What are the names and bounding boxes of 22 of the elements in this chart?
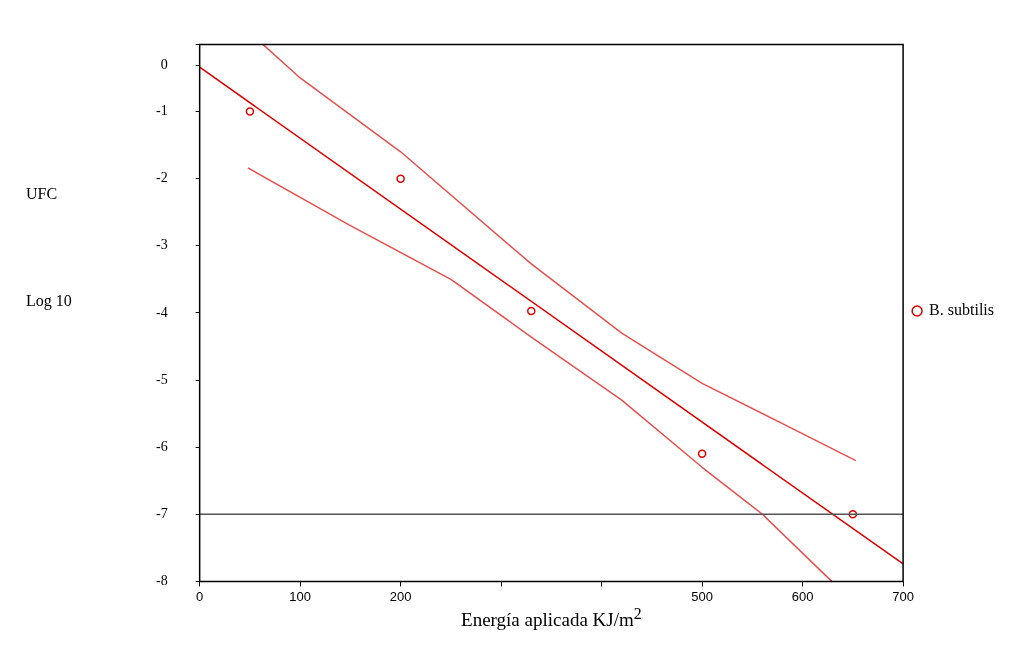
y-tick-label: -4	[155, 304, 168, 320]
y-tick-label: -6	[155, 438, 168, 454]
y-tick-label: -2	[155, 170, 168, 186]
y-tick-label: -7	[155, 505, 168, 521]
y-tick-label: -8	[155, 573, 168, 589]
text: UFC Log 10	[26, 184, 72, 310]
y-tick-label: -3	[155, 237, 168, 253]
legend-label: B. subtilis	[929, 301, 994, 319]
x-tick-label: 200	[389, 588, 412, 604]
point	[697, 449, 707, 459]
point	[245, 107, 255, 116]
x-tick-label: 500	[691, 588, 713, 604]
point	[396, 174, 405, 183]
x-tick-label: 100	[289, 588, 311, 604]
y-tick-label: -5	[155, 371, 168, 387]
point	[527, 306, 536, 316]
y-tick-label: 0	[160, 56, 168, 72]
x-tick-label: 0	[196, 588, 204, 604]
x-axis-title: Energía aplicada KJ/m$^{2}$	[461, 604, 642, 632]
x-tick-label: 700	[892, 588, 914, 604]
y-tick-label: -1	[155, 103, 168, 119]
x-tick-label: 600	[791, 588, 814, 604]
